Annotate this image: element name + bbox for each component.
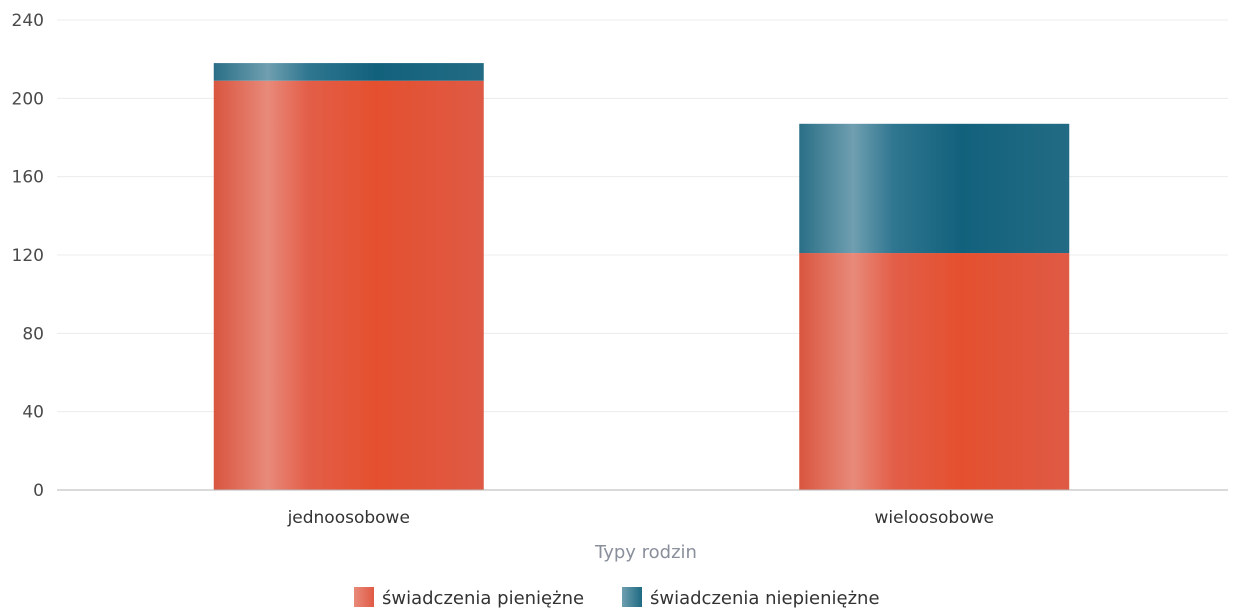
y-axis: 0 40 80 120 160 200 240 xyxy=(12,11,44,501)
y-tick-label: 40 xyxy=(22,403,44,423)
x-axis: jednoosobowe wieloosobowe xyxy=(287,508,994,528)
legend-label-niepieniezne[interactable]: świadczenia niepieniężne xyxy=(650,588,880,609)
bar-jednoosobowe-series-1[interactable] xyxy=(213,63,484,81)
legend-swatch-pieniezne xyxy=(354,587,374,607)
y-tick-label: 80 xyxy=(22,324,44,344)
y-tick-label: 240 xyxy=(12,11,44,31)
y-tick-label: 160 xyxy=(12,168,44,188)
x-category-label: jednoosobowe xyxy=(287,508,410,528)
bars xyxy=(213,63,1070,490)
bar-jednoosobowe-series-0[interactable] xyxy=(213,80,484,490)
y-tick-label: 200 xyxy=(12,89,44,109)
legend-label-pieniezne[interactable]: świadczenia pieniężne xyxy=(382,588,584,609)
y-tick-label: 120 xyxy=(12,246,44,266)
bar-wieloosobowe-series-0[interactable] xyxy=(799,253,1070,490)
legend: świadczenia pieniężne świadczenia niepie… xyxy=(354,587,880,609)
legend-swatch-niepieniezne xyxy=(622,587,642,607)
y-tick-label: 0 xyxy=(33,481,44,501)
x-category-label: wieloosobowe xyxy=(875,508,994,528)
bar-wieloosobowe-series-1[interactable] xyxy=(799,123,1070,254)
x-axis-title: Typy rodzin xyxy=(594,542,697,563)
